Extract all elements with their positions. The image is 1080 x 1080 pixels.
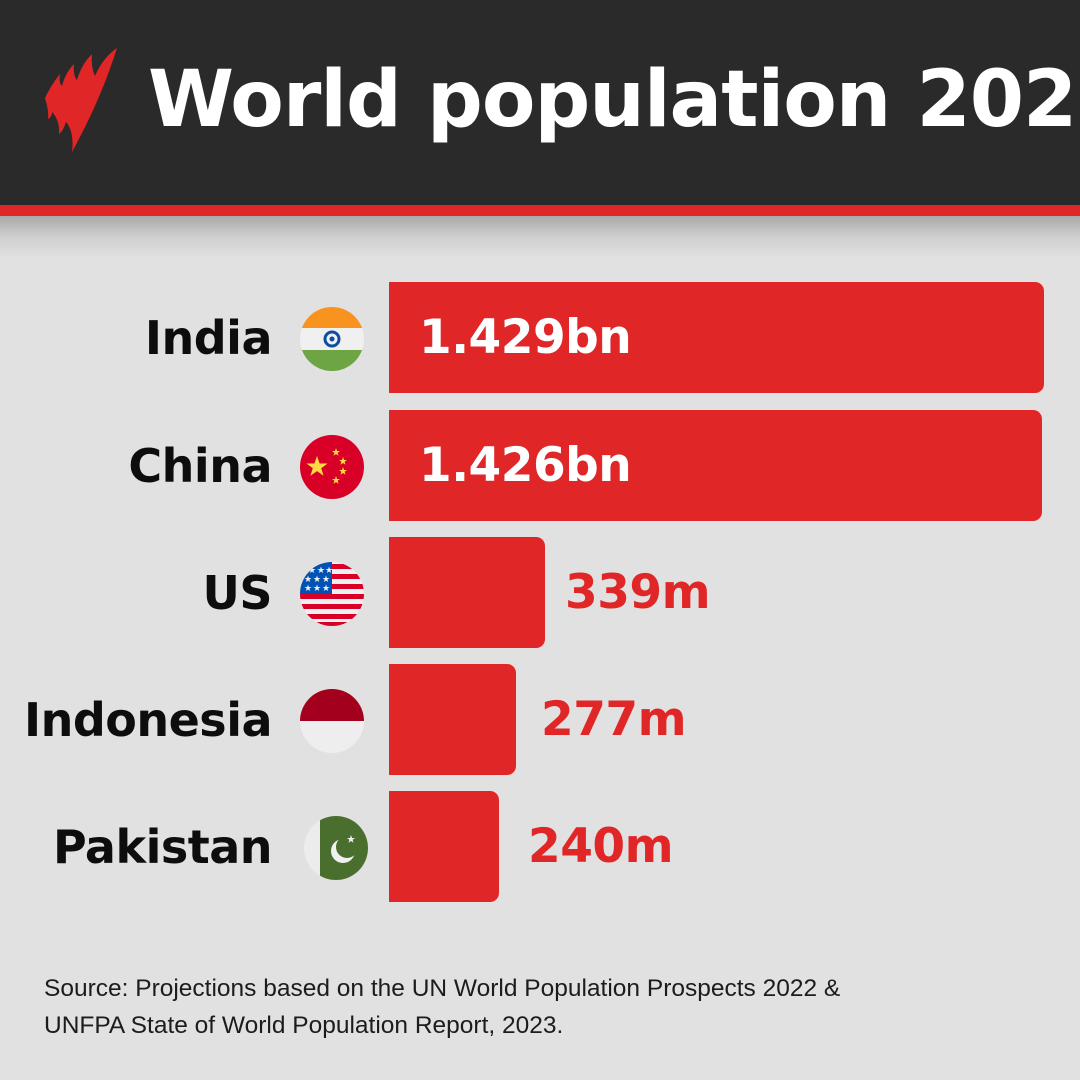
svg-text:★: ★	[308, 566, 316, 576]
population-bar: 1.426bn	[389, 410, 1042, 521]
population-bar	[389, 664, 516, 775]
svg-text:★: ★	[304, 584, 312, 594]
header-accent-stripe	[0, 205, 1080, 216]
source-note: Source: Projections based on the UN Worl…	[44, 970, 1004, 1044]
value-label: 339m	[565, 565, 711, 620]
country-label: China	[128, 439, 272, 493]
svg-text:★: ★	[325, 566, 333, 576]
header-shadow	[0, 216, 1080, 258]
indonesia-flag-icon	[300, 689, 364, 753]
country-label: US	[202, 566, 273, 620]
svg-text:★: ★	[304, 575, 312, 585]
bar-row-india: India 1.429bn	[0, 282, 1080, 394]
population-bar: 1.429bn	[389, 282, 1044, 393]
svg-text:★: ★	[322, 584, 330, 594]
svg-text:★: ★	[313, 584, 321, 594]
value-label: 277m	[541, 692, 687, 747]
svg-text:★: ★	[322, 575, 330, 585]
india-flag-icon	[300, 307, 364, 371]
sbs-logo-icon	[45, 48, 117, 152]
header-banner	[0, 0, 1080, 205]
svg-text:★: ★	[317, 566, 325, 576]
us-flag-icon: ★ ★ ★ ★ ★ ★ ★ ★ ★	[300, 562, 364, 626]
value-label: 1.429bn	[419, 310, 632, 365]
bar-row-pakistan: Pakistan 240m	[0, 791, 1080, 903]
value-label: 1.426bn	[419, 438, 632, 493]
chart-title: World population 2023	[148, 55, 1080, 145]
country-label: Pakistan	[52, 820, 273, 874]
population-bar	[389, 537, 545, 648]
source-line-1: Source: Projections based on the UN Worl…	[44, 975, 841, 1002]
country-label: India	[144, 311, 273, 365]
bar-row-china: China 1.426bn	[0, 410, 1080, 522]
bar-row-us: US ★ ★ ★ ★ ★ ★ ★ ★ ★ 339m	[0, 537, 1080, 649]
svg-text:★: ★	[313, 575, 321, 585]
population-bar	[389, 791, 499, 902]
value-label: 240m	[528, 819, 674, 874]
country-label: Indonesia	[23, 693, 273, 747]
china-flag-icon	[300, 435, 364, 499]
bar-row-indonesia: Indonesia 277m	[0, 664, 1080, 776]
pakistan-flag-icon	[304, 816, 368, 880]
source-line-2: UNFPA State of World Population Report, …	[44, 1012, 564, 1039]
